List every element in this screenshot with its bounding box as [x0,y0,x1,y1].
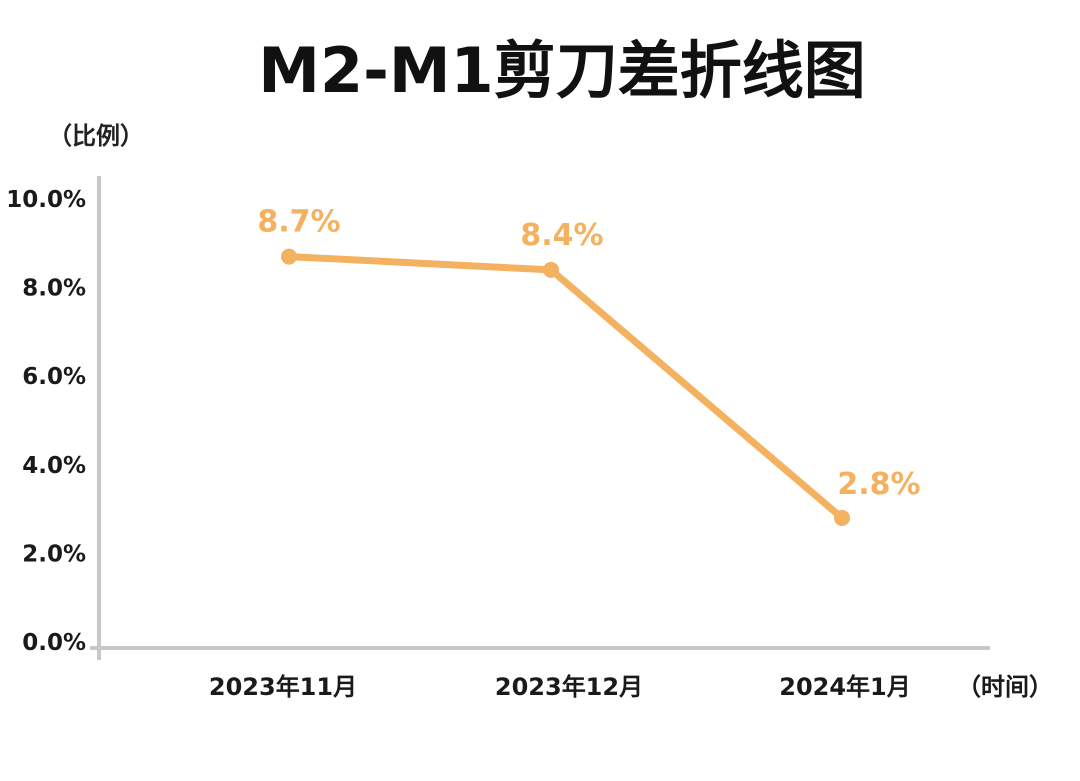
x-tick-label: 2023年11月 [209,673,357,701]
data-label: 2.8% [837,467,920,502]
y-axis-label: （比例） [48,122,144,150]
y-tick-label: 2.0% [22,541,86,567]
data-label: 8.4% [520,218,603,253]
x-tick-label: 2023年12月 [495,673,643,701]
data-label: 8.7% [257,205,340,240]
data-point [543,261,559,278]
data-point [834,509,850,526]
data-labels: 8.7% 8.4% 2.8% [257,205,920,502]
y-tick-label: 4.0% [22,453,86,479]
y-tick-label: 0.0% [22,630,86,656]
x-tick-label: 2024年1月 [779,673,911,701]
x-tick-labels: 2023年11月 2023年12月 2024年1月 [209,673,911,701]
data-point [281,248,297,265]
data-points [281,248,850,526]
y-tick-label: 6.0% [22,364,86,390]
x-axis-label: （时间） [957,673,1053,701]
y-tick-label: 8.0% [22,276,86,302]
series-line [285,253,846,522]
y-tick-labels: 0.0% 2.0% 4.0% 6.0% 8.0% 10.0% [6,187,86,656]
y-tick-label: 10.0% [6,187,86,213]
chart-title: M2-M1剪刀差折线图 [258,34,865,107]
